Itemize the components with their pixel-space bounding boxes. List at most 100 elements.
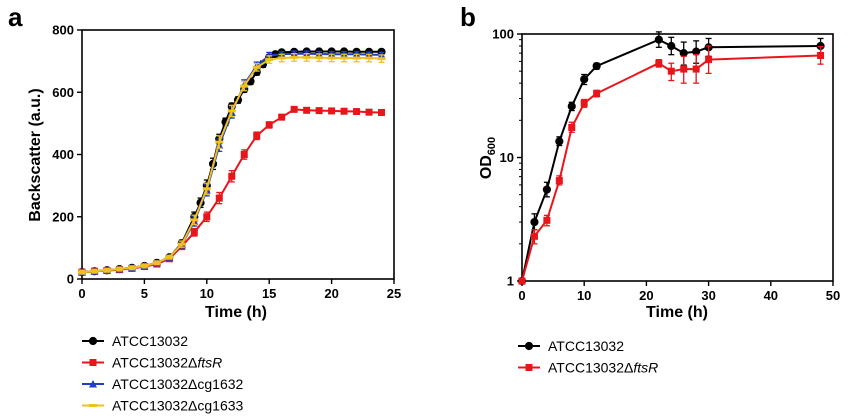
chart-b-series-2-point <box>543 216 551 224</box>
chart-b-x-axis-title: Time (h) <box>646 304 708 321</box>
chart-a-legend-label: ATCC13032 <box>112 333 188 349</box>
chart-a-series-2-point <box>240 151 248 158</box>
chart-b-series-2-point <box>530 232 538 240</box>
chart-a-legend-label-strain: ATCC13032 <box>112 355 188 371</box>
chart-a-series-1 <box>77 47 386 277</box>
chart-a-legend-swatch-marker <box>89 380 97 388</box>
chart-a-series-4-point <box>315 56 324 60</box>
chart-b-series-2-point <box>680 65 688 73</box>
chart-a-series-2-point <box>278 113 286 121</box>
chart-a-series-4-point <box>290 55 299 59</box>
chart-a-legend-label-gene: ftsR <box>197 355 222 371</box>
chart-a: 0 5 10 15 20 25 0 200 400 600 800 Time (h) Backsca… <box>27 23 401 414</box>
chart-a-series-2-point <box>365 108 373 116</box>
chart-a-series-2-point <box>303 106 311 114</box>
panel-a-letter: a <box>8 2 23 32</box>
chart-a-tick-labels: 0 5 10 15 20 25 0 200 400 600 800 <box>52 23 401 302</box>
chart-a-legend-item: ATCC13032ΔftsR <box>82 355 222 371</box>
chart-b-y-axis-title: OD600 <box>478 137 498 179</box>
chart-b-series-1-point <box>530 217 539 227</box>
chart-b-series-1-point <box>555 137 564 146</box>
chart-a-plot-frame <box>81 29 395 280</box>
chart-a-series-2-point <box>315 107 323 115</box>
chart-b-series-2-point <box>555 177 563 185</box>
chart-a-legend-label: ATCC13032Δcg1633 <box>112 398 244 414</box>
chart-a-series-4 <box>78 53 386 275</box>
chart-b-legend-label-gene: ftsR <box>633 360 658 376</box>
chart-b-series-2-point <box>580 99 588 107</box>
chart-a-y-tick-label: 200 <box>52 209 74 224</box>
chart-a-legend-label-gene: cg1633 <box>197 398 243 414</box>
chart-a-series-4-point <box>277 56 286 60</box>
chart-a-x-tick-label: 0 <box>78 286 85 301</box>
chart-a-y-axis-title: Backscatter (a.u.) <box>27 88 44 221</box>
chart-b-series-2-point <box>518 277 526 285</box>
chart-a-legend-label-gene: cg1632 <box>197 376 243 392</box>
chart-b-series-1-point <box>592 61 601 71</box>
chart-a-y-tick-label: 800 <box>52 23 74 38</box>
chart-b-legend-label-delta: Δ <box>624 360 633 376</box>
chart-a-series-4-line <box>81 56 382 274</box>
chart-a-legend-swatch-marker <box>89 359 97 366</box>
chart-a-series-2-point <box>290 105 298 113</box>
chart-a-legend-label-delta: Δ <box>188 355 197 371</box>
chart-b-series-1-point <box>667 41 676 51</box>
chart-a-x-tick-label: 20 <box>324 286 338 301</box>
chart-a-series-4-point <box>227 109 236 113</box>
chart-b-x-tick-label: 50 <box>826 288 840 303</box>
chart-a-series-4-point <box>377 57 386 61</box>
chart-a-series-2-point <box>340 107 348 115</box>
chart-a-legend-label-strain: ATCC13032 <box>112 333 188 349</box>
chart-b-series-2-point <box>692 65 700 73</box>
chart-b-y-axis-title-subscript: 600 <box>486 137 498 155</box>
chart-a-x-axis-title: Time (h) <box>205 304 267 321</box>
chart-a-y-tick-label: 600 <box>52 85 74 100</box>
chart-b-y-tick-label: 100 <box>492 27 514 42</box>
chart-a-series-4-point <box>365 56 374 60</box>
chart-a-series-4-point <box>140 264 149 268</box>
chart-b-y-tick-label: 10 <box>500 150 514 165</box>
chart-b-legend-label-strain: ATCC13032 <box>548 360 624 376</box>
chart-b-series-2-point <box>593 89 601 97</box>
chart-b-series-1-point <box>654 35 663 44</box>
chart-a-series-2-point <box>215 194 223 202</box>
chart-b-series-2-line <box>521 54 821 282</box>
chart-b-x-tick-label: 30 <box>701 288 715 303</box>
chart-a-legend-label-delta: Δ <box>188 398 197 414</box>
chart-a-series-2-line <box>81 108 382 274</box>
chart-b-series-2 <box>518 45 825 285</box>
chart-a-series-2-point <box>378 108 386 116</box>
chart-a-legend-label-delta: Δ <box>188 376 197 392</box>
chart-a-series-4-point <box>327 56 336 60</box>
chart-a-series-2-point <box>190 228 198 236</box>
chart-a-series-2-point <box>328 107 336 115</box>
chart-a-series-4-point <box>102 268 111 272</box>
chart-b-x-tick-label: 10 <box>577 288 591 303</box>
chart-a-series-4-point <box>240 84 249 88</box>
chart-a-legend-item: ATCC13032 <box>82 333 188 349</box>
chart-a-series-2-point <box>265 121 273 129</box>
chart-a-series-2-point <box>203 213 211 221</box>
chart-a-legend-label-strain: ATCC13032 <box>112 376 188 392</box>
chart-a-series-4-point <box>265 58 274 62</box>
chart-a-legend-item: ATCC13032Δcg1632 <box>82 376 244 392</box>
chart-a-series-4-point <box>177 242 186 246</box>
chart-a-series-4-point <box>302 55 311 59</box>
chart-a-legend-swatch-marker <box>88 336 98 346</box>
chart-b-series-2-point <box>705 56 713 64</box>
chart-a-y-tick-label: 400 <box>52 147 74 162</box>
chart-a-series-4-point <box>152 261 161 265</box>
chart-a-legend-swatch-marker <box>89 404 97 407</box>
chart-b-series-1-point <box>567 102 576 111</box>
chart-b-legend-label: ATCC13032ΔftsR <box>548 360 658 376</box>
chart-a-series-4-point <box>127 266 136 270</box>
chart-a-series-4-point <box>115 267 124 271</box>
chart-b-series <box>517 31 825 286</box>
chart-b-series-2-point <box>817 51 825 59</box>
chart-a-series-4-point <box>352 56 361 60</box>
chart-a-series-4-point <box>90 269 99 273</box>
chart-b-series-2-point <box>568 123 576 131</box>
chart-a-series-2-point <box>353 108 361 116</box>
